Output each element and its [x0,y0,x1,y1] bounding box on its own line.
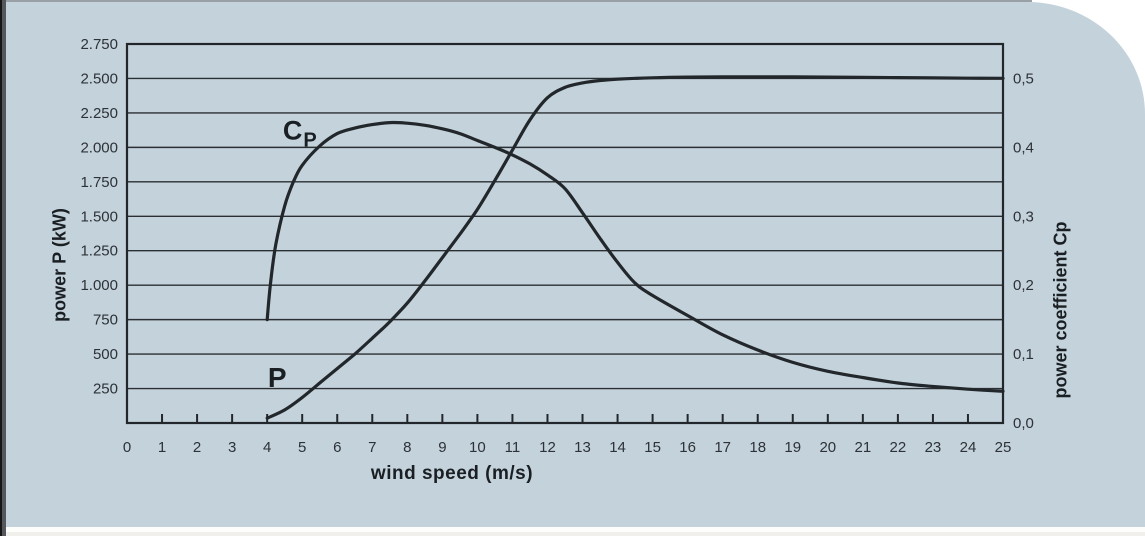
x-axis-tick-label: 3 [228,439,236,456]
y-left-tick-label: 2.500 [80,70,118,87]
x-axis-tick-label: 13 [574,439,591,456]
y-left-tick-label: 750 [93,312,118,329]
x-axis-tick-label: 4 [263,439,271,456]
x-axis-tick-label: 20 [819,439,836,456]
x-axis-tick-label: 8 [403,439,411,456]
left-edge-bar [0,0,6,536]
x-axis-tick-label: 9 [438,439,446,456]
y-right-tick-label: 0,0 [1013,415,1034,432]
y-right-tick-label: 0,2 [1013,277,1034,294]
x-axis-tick-label: 15 [644,439,661,456]
x-axis-tick-label: 18 [749,439,766,456]
y-right-tick-label: 0,1 [1013,346,1034,363]
x-axis-tick-label: 1 [158,439,166,456]
cp-coefficient-curve [265,120,1005,393]
x-axis-tick-label: 14 [609,439,626,456]
x-axis-tick-label: 12 [539,439,556,456]
x-axis-tick-label: 0 [123,439,131,456]
y-left-tick-label: 1.250 [80,243,118,260]
p-curve-label: P [267,361,287,393]
x-axis-tick-label: 17 [714,439,731,456]
x-axis-tick-label: 24 [960,439,977,456]
y-right-tick-label: 0,4 [1013,139,1034,156]
chart-card [6,2,1145,527]
x-axis-tick-label: 7 [368,439,376,456]
y-left-tick-label: 1.500 [80,208,118,225]
x-axis-tick-label: 10 [469,439,486,456]
top-edge-line [0,0,1032,2]
x-axis-title: wind speed (m/s) [370,463,534,484]
y-left-tick-label: 1.000 [80,277,118,294]
x-axis-tick-label: 22 [890,439,907,456]
x-axis-tick-label: 11 [505,439,521,456]
x-axis-tick-label: 6 [333,439,341,456]
power-curve [265,75,1005,420]
y-left-tick-label: 2.250 [80,105,118,122]
cp-label-subscript: P [303,129,317,152]
x-axis-tick-label: 5 [298,439,306,456]
cp-label-main: C [282,115,303,146]
y-left-tick-label: 1.750 [80,174,118,191]
y-left-tick-label: 2.000 [80,139,118,156]
plot-frame [125,42,1005,425]
y-right-tick-label: 0,3 [1013,208,1034,225]
bottom-margin-strip [6,527,1145,536]
x-axis-tick-label: 19 [784,439,801,456]
right-axis-title: power coefficient Cp [1050,221,1071,399]
x-axis-tick-label: 23 [925,439,942,456]
x-axis-tick-label: 21 [854,439,871,456]
left-axis-title: power P (kW) [49,208,70,322]
cp-curve-label: CP [282,115,317,151]
y-left-tick-label: 2.750 [80,36,118,53]
x-axis-tick-label: 2 [193,439,201,456]
y-left-tick-label: 250 [93,381,118,398]
x-axis-tick-label: 16 [679,439,696,456]
y-left-tick-label: 500 [93,346,118,363]
x-axis-tick-label: 25 [995,439,1012,456]
y-right-tick-label: 0,5 [1013,70,1034,87]
